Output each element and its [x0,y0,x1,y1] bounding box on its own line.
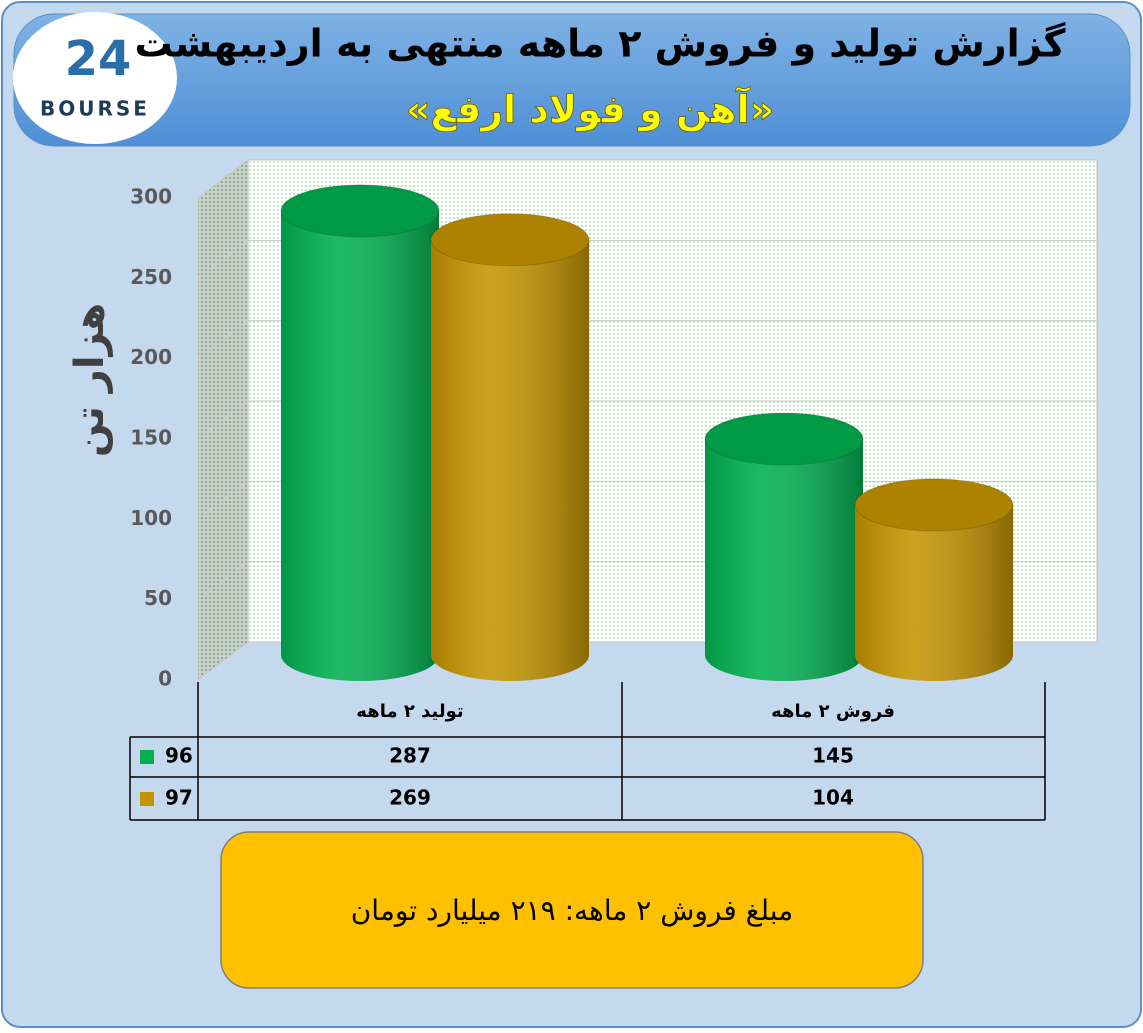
bar-shade [705,439,863,681]
legend-label: 97 [165,786,193,810]
side-grid-line [197,400,249,440]
bar-top [280,184,440,238]
y-tick-label: 150 [130,426,172,450]
bar-shade [281,210,439,682]
bar [430,213,590,681]
legend-label: 96 [165,744,193,768]
bar [704,412,864,681]
logo-bg [13,12,177,144]
table-value: 287 [389,744,431,768]
legend-swatch [140,792,154,806]
bar-shade [855,504,1013,681]
side-grid-line [197,480,249,520]
note-box [220,831,924,989]
table-value: 269 [389,786,431,810]
y-tick-label: 100 [130,506,172,530]
table-value: 145 [812,744,854,768]
logo-number: 24 [65,31,132,87]
bar-top-shade [855,478,1013,531]
bar [280,184,440,682]
bar-top-shade [281,184,439,237]
bar-top-shade [705,413,863,466]
legend-swatch [140,750,154,764]
bar-top-shade [431,213,589,266]
x-tick-label: تولید ۲ ماهه [356,701,463,722]
side-grid-line [197,159,249,199]
y-tick-label: 250 [130,265,172,289]
y-tick-label: 50 [144,586,172,610]
bar-shade [431,239,589,681]
bar [854,478,1014,681]
side-grid-line [197,239,249,279]
bar-top [704,412,864,466]
y-tick-label: 200 [130,345,172,369]
note: مبلغ فروش ۲ ماهه: ۲۱۹ میلیارد تومان [351,894,794,927]
chart-subtitle: «آهن و فولاد ارفع» [406,86,774,133]
y-tick-label: 0 [158,667,172,691]
side-grid-line [197,320,249,360]
bar-top [854,478,1014,532]
table-value: 104 [812,786,854,810]
x-tick-label: فروش ۲ ماهه [771,701,895,722]
side-grid-line [197,641,249,681]
side-grid-line [197,561,249,601]
bar-top [430,213,590,267]
table-grid [129,682,1046,821]
chart-title: گزارش تولید و فروش ۲ ماهه منتهی به اردیب… [135,22,1067,67]
y-tick-label: 300 [130,185,172,209]
logo-name: BOURSE [40,97,150,121]
y-axis-label: هزار تن [67,303,113,457]
